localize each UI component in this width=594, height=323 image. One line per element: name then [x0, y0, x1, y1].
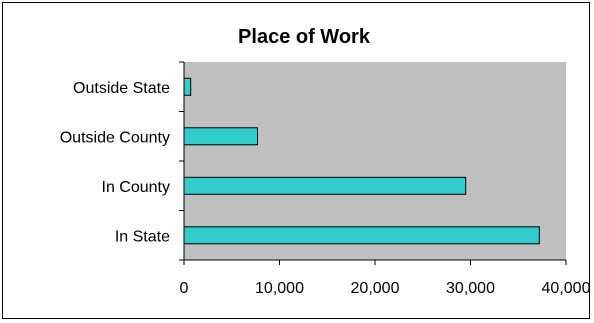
bar-in-county [183, 176, 467, 195]
chart-title: Place of Work [238, 26, 371, 48]
bar-in-state [183, 226, 540, 245]
x-tick-label: 40,000 [542, 280, 591, 297]
x-tick-label: 20,000 [351, 280, 400, 297]
bar-outside-state [183, 77, 192, 96]
bar-outside-county [183, 127, 258, 146]
x-tick-label: 10,000 [255, 280, 304, 297]
category-label: Outside County [60, 129, 170, 146]
category-label: Outside State [73, 80, 170, 97]
category-label: In State [115, 228, 170, 245]
x-tick-label: 30,000 [446, 280, 495, 297]
category-label: In County [102, 179, 170, 196]
x-tick-label: 0 [180, 280, 189, 297]
